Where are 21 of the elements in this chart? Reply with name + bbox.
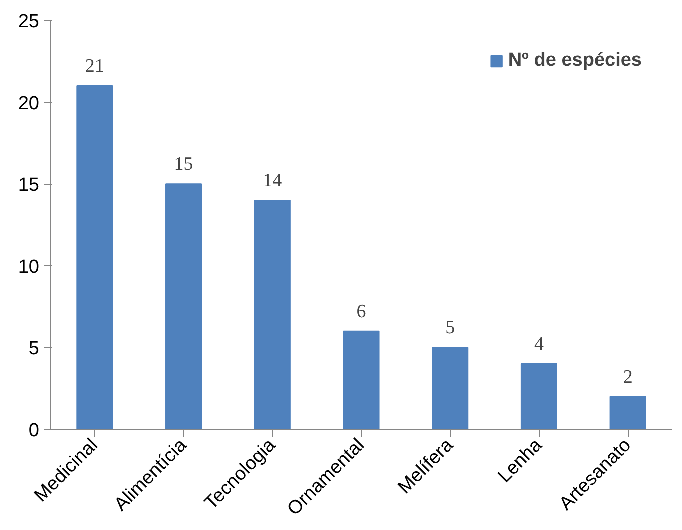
bar: [610, 396, 646, 430]
bar: [520, 364, 558, 430]
bar: [76, 85, 114, 430]
data-label: 6: [356, 301, 366, 322]
data-label: 15: [174, 154, 194, 176]
bar: [166, 184, 202, 430]
data-label: 4: [534, 334, 544, 356]
data-label: 14: [263, 170, 283, 192]
y-tick-label: 10: [18, 256, 40, 278]
bar: [254, 200, 291, 430]
bar: [432, 347, 469, 430]
y-tick-label: 15: [18, 175, 40, 196]
data-label: 5: [446, 318, 456, 339]
y-tick-label: 0: [28, 420, 40, 442]
data-label: 2: [623, 366, 633, 388]
legend-label: Nº de espécies: [508, 50, 642, 72]
y-tick-label: 5: [28, 338, 40, 360]
y-tick-label: 20: [18, 93, 40, 114]
bar: [343, 330, 380, 430]
y-tick-label: 25: [18, 12, 40, 32]
data-label: 21: [85, 56, 104, 77]
